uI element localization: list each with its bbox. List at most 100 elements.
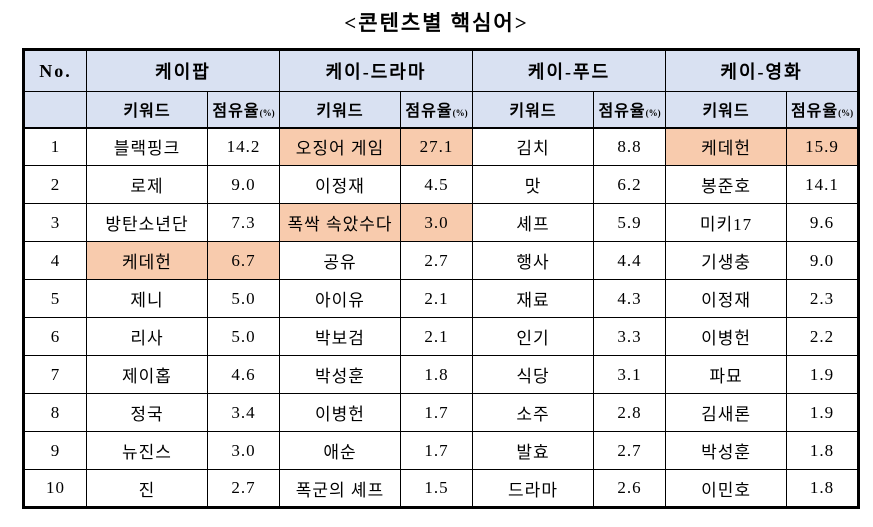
keyword-cell: 아이유 bbox=[279, 279, 401, 318]
share-unit: (%) bbox=[838, 108, 854, 119]
keyword-column-header: 키워드 bbox=[279, 91, 401, 129]
keyword-cell: 리사 bbox=[86, 317, 208, 356]
share-unit: (%) bbox=[259, 108, 275, 119]
share-label: 점유율 bbox=[598, 103, 646, 121]
share-cell: 2.7 bbox=[399, 241, 474, 280]
share-column-header: 점유율(%) bbox=[399, 91, 474, 129]
row-number-cell: 7 bbox=[23, 355, 87, 394]
share-column-header: 점유율(%) bbox=[786, 91, 860, 129]
keyword-cell: 이정재 bbox=[665, 279, 788, 318]
keyword-cell: 드라마 bbox=[472, 469, 595, 508]
share-cell: 8.8 bbox=[593, 127, 667, 166]
keyword-cell: 발효 bbox=[472, 431, 595, 470]
share-cell: 2.6 bbox=[593, 469, 667, 508]
page-title: <콘텐츠별 핵심어> bbox=[344, 11, 529, 35]
share-cell: 4.3 bbox=[593, 279, 667, 318]
no-column-subheader-empty bbox=[23, 91, 87, 129]
keyword-cell: 이병헌 bbox=[665, 317, 788, 356]
row-number-cell: 5 bbox=[23, 279, 87, 318]
share-label: 점유율 bbox=[790, 103, 839, 121]
keyword-column-header: 키워드 bbox=[86, 91, 208, 129]
keyword-column-header: 키워드 bbox=[472, 91, 595, 129]
share-cell: 3.4 bbox=[207, 393, 280, 432]
share-cell: 6.7 bbox=[207, 241, 280, 280]
keyword-cell: 진 bbox=[86, 469, 208, 508]
share-cell: 6.2 bbox=[593, 165, 667, 204]
share-cell: 1.8 bbox=[399, 355, 474, 394]
keyword-cell: 식당 bbox=[472, 355, 595, 394]
keyword-cell: 미키17 bbox=[665, 203, 788, 242]
share-cell: 2.7 bbox=[593, 431, 667, 470]
keyword-cell: 이정재 bbox=[279, 165, 401, 204]
row-number-cell: 2 bbox=[23, 165, 87, 204]
keyword-column-header: 키워드 bbox=[665, 91, 788, 129]
share-unit: (%) bbox=[645, 108, 661, 119]
keyword-cell: 재료 bbox=[472, 279, 595, 318]
keyword-cell: 박보검 bbox=[279, 317, 401, 356]
share-cell: 14.1 bbox=[786, 165, 860, 204]
share-cell: 14.2 bbox=[207, 127, 280, 166]
share-column-header: 점유율(%) bbox=[593, 91, 667, 129]
table-row: 5 제니 5.0 아이유 2.1 재료 4.3 이정재 2.3 bbox=[23, 279, 860, 318]
share-unit: (%) bbox=[452, 108, 468, 119]
category-header-row: No. 케이팝 케이-드라마 케이-푸드 케이-영화 bbox=[23, 49, 860, 92]
share-cell: 9.0 bbox=[786, 241, 860, 280]
table-row: 6 리사 5.0 박보검 2.1 인기 3.3 이병헌 2.2 bbox=[23, 317, 860, 356]
share-cell: 1.9 bbox=[786, 393, 860, 432]
category-header-kpop: 케이팝 bbox=[86, 49, 280, 92]
share-cell: 9.0 bbox=[207, 165, 280, 204]
share-cell: 9.6 bbox=[786, 203, 860, 242]
keyword-cell: 오징어 게임 bbox=[279, 127, 401, 166]
share-cell: 4.4 bbox=[593, 241, 667, 280]
keyword-cell: 박성훈 bbox=[279, 355, 401, 394]
no-column-header: No. bbox=[23, 49, 87, 92]
keyword-cell: 방탄소년단 bbox=[86, 203, 208, 242]
share-cell: 1.9 bbox=[786, 355, 860, 394]
share-cell: 3.1 bbox=[593, 355, 667, 394]
row-number-cell: 3 bbox=[23, 203, 87, 242]
share-cell: 4.6 bbox=[207, 355, 280, 394]
share-cell: 3.3 bbox=[593, 317, 667, 356]
keyword-cell: 폭군의 셰프 bbox=[279, 469, 401, 508]
keyword-cell: 애순 bbox=[279, 431, 401, 470]
keyword-cell: 셰프 bbox=[472, 203, 595, 242]
row-number-cell: 4 bbox=[23, 241, 87, 280]
share-cell: 2.1 bbox=[399, 279, 474, 318]
share-label: 점유율 bbox=[212, 103, 260, 121]
subheader-row: 키워드 점유율(%) 키워드 점유율(%) 키워드 점유율(%) 키워드 점유율… bbox=[23, 91, 860, 129]
share-cell: 15.9 bbox=[786, 127, 860, 166]
row-number-cell: 8 bbox=[23, 393, 87, 432]
share-cell: 2.8 bbox=[593, 393, 667, 432]
table-row: 9 뉴진스 3.0 애순 1.7 발효 2.7 박성훈 1.8 bbox=[23, 431, 860, 470]
row-number-cell: 1 bbox=[23, 127, 87, 166]
keyword-cell: 제이홉 bbox=[86, 355, 208, 394]
keyword-cell: 파묘 bbox=[665, 355, 788, 394]
category-header-kmovie: 케이-영화 bbox=[665, 49, 860, 92]
keyword-cell: 행사 bbox=[472, 241, 595, 280]
keyword-cell: 이병헌 bbox=[279, 393, 401, 432]
keyword-cell: 케데헌 bbox=[86, 241, 208, 280]
keyword-cell: 인기 bbox=[472, 317, 595, 356]
keyword-cell: 케데헌 bbox=[665, 127, 788, 166]
share-label: 점유율 bbox=[405, 103, 453, 121]
keyword-cell: 박성훈 bbox=[665, 431, 788, 470]
keyword-table: No. 케이팝 케이-드라마 케이-푸드 케이-영화 키워드 점유율(%) 키워… bbox=[22, 48, 861, 509]
row-number-cell: 10 bbox=[23, 469, 87, 508]
keyword-cell: 정국 bbox=[86, 393, 208, 432]
share-cell: 1.5 bbox=[399, 469, 474, 508]
category-header-kfood: 케이-푸드 bbox=[472, 49, 667, 92]
table-row: 3 방탄소년단 7.3 폭싹 속았수다 3.0 셰프 5.9 미키17 9.6 bbox=[23, 203, 860, 242]
keyword-cell: 이민호 bbox=[665, 469, 788, 508]
share-cell: 3.0 bbox=[207, 431, 280, 470]
row-number-cell: 9 bbox=[23, 431, 87, 470]
share-cell: 5.0 bbox=[207, 317, 280, 356]
table-row: 2 로제 9.0 이정재 4.5 맛 6.2 봉준호 14.1 bbox=[23, 165, 860, 204]
share-cell: 5.0 bbox=[207, 279, 280, 318]
share-cell: 3.0 bbox=[399, 203, 474, 242]
table-row: 10 진 2.7 폭군의 셰프 1.5 드라마 2.6 이민호 1.8 bbox=[23, 469, 860, 508]
share-cell: 2.7 bbox=[207, 469, 280, 508]
keyword-cell: 기생충 bbox=[665, 241, 788, 280]
table-row: 7 제이홉 4.6 박성훈 1.8 식당 3.1 파묘 1.9 bbox=[23, 355, 860, 394]
keyword-cell: 공유 bbox=[279, 241, 401, 280]
keyword-cell: 김새론 bbox=[665, 393, 788, 432]
